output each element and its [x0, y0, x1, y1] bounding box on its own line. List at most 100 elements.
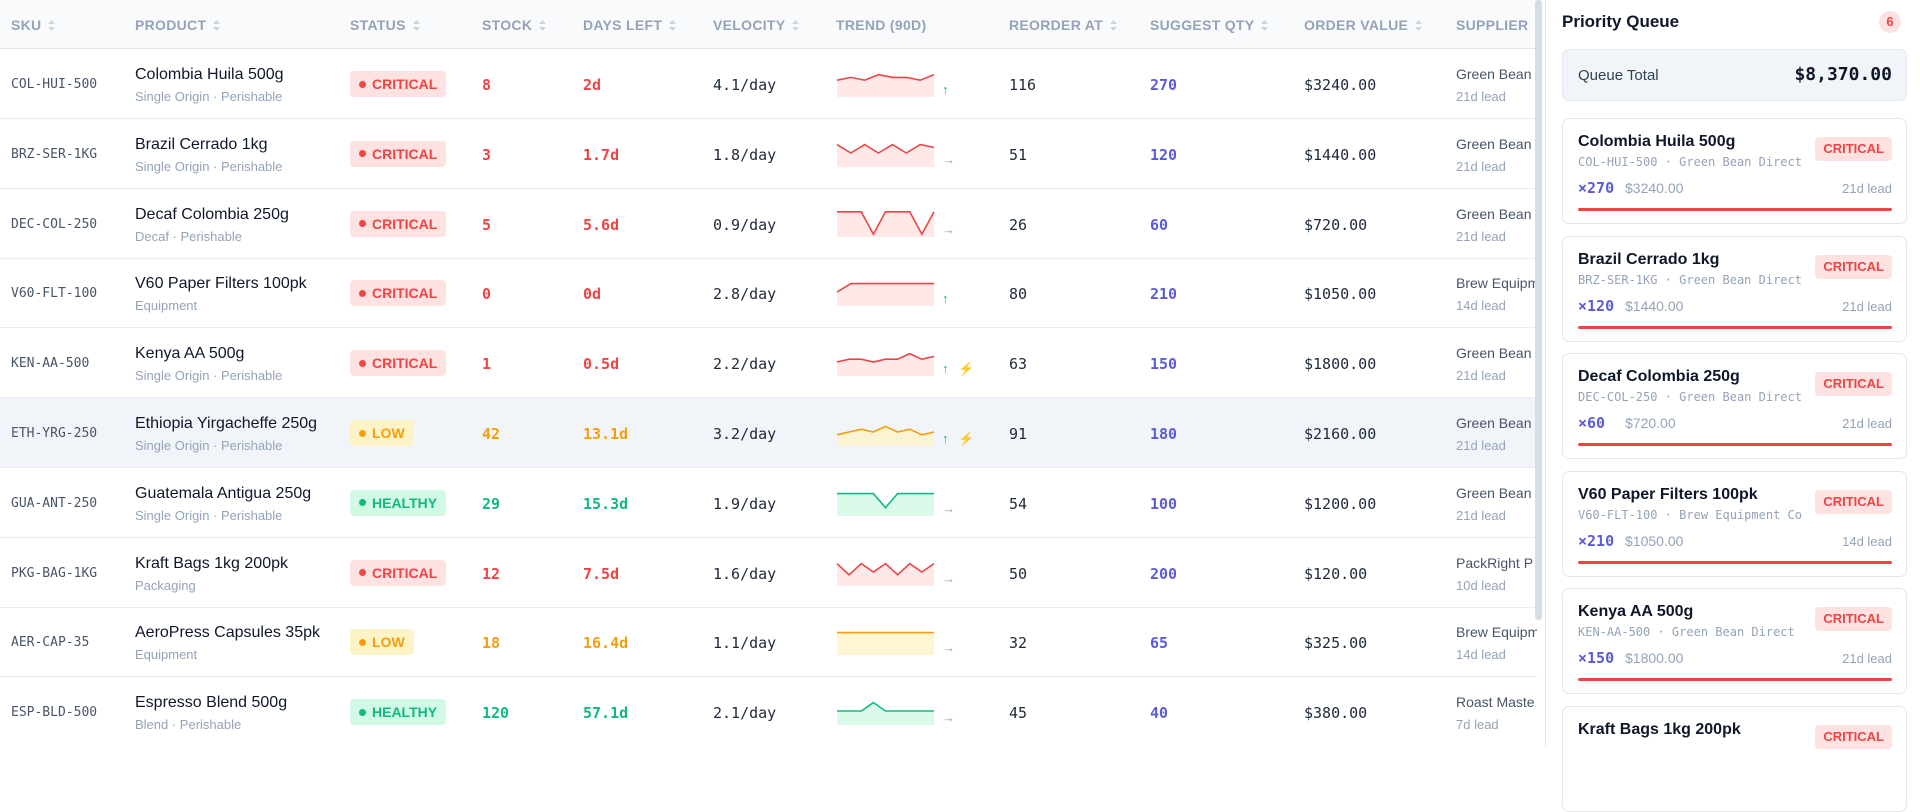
column-header[interactable]: SUGGEST QTY — [1150, 17, 1269, 33]
reorder-at: 32 — [1009, 634, 1028, 653]
card-lead: 21d lead — [1842, 651, 1892, 666]
column-header[interactable]: VELOCITY — [713, 17, 800, 33]
sparkline-area — [837, 211, 934, 237]
queue-card[interactable]: V60 Paper Filters 100pk CRITICAL V60-FLT-1… — [1562, 470, 1907, 577]
sort-up — [539, 19, 547, 24]
sort-up — [213, 19, 221, 24]
status-pill: CRITICAL — [350, 71, 447, 97]
product-name: Colombia Huila 500g — [135, 66, 284, 83]
status-text: LOW — [372, 425, 405, 441]
card-value: $1050.00 — [1625, 532, 1684, 549]
reorder-at: 80 — [1009, 285, 1028, 304]
queue-card[interactable]: Decaf Colombia 250g CRITICAL DEC-COL-250 ·… — [1562, 353, 1907, 459]
status-pill: CRITICAL — [350, 210, 447, 237]
order-value: $380.00 — [1304, 704, 1368, 723]
table-row[interactable]: KEN-AA-500 Kenya AA 500g Single Origin · P… — [0, 328, 1537, 399]
sort-icon — [669, 19, 677, 31]
table-row[interactable]: AER-CAP-35 AeroPress Capsules 35pk Equipme… — [0, 607, 1537, 678]
column-header[interactable]: PRODUCT — [135, 17, 221, 33]
column-header: TREND (90D) — [836, 17, 926, 33]
product-name: Decaf Colombia 250g — [135, 205, 289, 223]
table-row[interactable]: ESP-BLD-500 Espresso Blend 500g Blend · Pe… — [0, 677, 1537, 746]
table-row[interactable]: BRZ-SER-1KG Brazil Cerrado 1kg Single Orig… — [0, 119, 1537, 189]
sku: AER-CAP-35 — [11, 635, 90, 651]
suggest-qty: 40 — [1150, 704, 1169, 723]
product-name: Ethiopia Yirgacheffe 250g — [135, 415, 318, 432]
trend-icon: ⚡ — [958, 431, 975, 446]
card-qty: ×120 — [1578, 296, 1615, 315]
status-text: LOW — [372, 634, 405, 651]
total-label: Queue Total — [1578, 67, 1659, 84]
suggest-qty: 210 — [1150, 285, 1178, 304]
column-header[interactable]: ORDER VALUE — [1304, 17, 1423, 33]
column-header[interactable]: SKU — [11, 17, 56, 33]
column-label: SUGGEST QTY — [1150, 17, 1255, 33]
suggest-qty: 270 — [1150, 76, 1178, 94]
sku: COL-HUI-500 — [11, 77, 98, 92]
sparkline-line — [837, 701, 934, 712]
sku: V60-FLT-100 — [11, 286, 98, 302]
days-left: 13.1d — [583, 425, 629, 443]
scrollbar[interactable] — [1535, 0, 1542, 620]
table-row[interactable]: GUA-ANT-250 Guatemala Antigua 250g Single … — [0, 468, 1537, 538]
queue-card[interactable]: Kraft Bags 1kg 200pk CRITICAL — [1562, 705, 1907, 812]
reorder-at: 54 — [1009, 494, 1028, 513]
product-meta: Equipment — [135, 298, 198, 314]
status-dot — [359, 150, 366, 158]
card-value: $720.00 — [1625, 415, 1676, 431]
card-lead: 21d lead — [1842, 416, 1892, 431]
reorder-at: 63 — [1009, 355, 1028, 374]
velocity: 1.6/day — [713, 564, 777, 583]
sort-icon — [213, 19, 221, 31]
table-row[interactable]: COL-HUI-500 Colombia Huila 500g Single Ori… — [0, 49, 1537, 119]
velocity: 4.1/day — [713, 76, 777, 94]
card-lead: 21d lead — [1842, 298, 1892, 314]
table-row[interactable]: ETH-YRG-250 Ethiopia Yirgacheffe 250g Sing… — [0, 398, 1537, 468]
queue-card[interactable]: Brazil Cerrado 1kg CRITICAL BRZ-SER-1KG · … — [1562, 235, 1907, 342]
sort-up — [412, 19, 420, 24]
days-left: 0.5d — [583, 355, 620, 374]
card-qty: ×270 — [1578, 179, 1615, 197]
velocity: 2.2/day — [713, 355, 777, 374]
supplier: Roast Maste — [1456, 694, 1535, 711]
status-dot — [359, 708, 366, 716]
product-meta: Single Origin · Perishable — [135, 368, 283, 384]
suggest-qty: 65 — [1150, 634, 1169, 653]
suggest-qty: 200 — [1150, 564, 1178, 583]
card-value: $3240.00 — [1625, 180, 1684, 196]
product-name: Kraft Bags 1kg 200pk — [135, 554, 288, 572]
sparkline — [837, 210, 935, 237]
queue-card[interactable]: Colombia Huila 500g CRITICAL COL-HUI-500 ·… — [1562, 118, 1907, 224]
column-header[interactable]: STOCK — [482, 17, 547, 33]
table-row[interactable]: PKG-BAG-1KG Kraft Bags 1kg 200pk Packaging… — [0, 538, 1537, 608]
sort-up — [792, 19, 800, 24]
queue-count: 6 — [1879, 11, 1901, 33]
sort-icon — [539, 19, 547, 31]
velocity: 2.8/day — [713, 285, 777, 304]
queue-card[interactable]: Kenya AA 500g CRITICAL KEN-AA-500 · Green … — [1562, 588, 1907, 694]
table-row[interactable]: DEC-COL-250 Decaf Colombia 250g Decaf · Pe… — [0, 189, 1537, 259]
suggest-qty: 60 — [1150, 215, 1169, 234]
product-meta: Single Origin · Perishable — [135, 89, 283, 104]
sparkline — [836, 73, 935, 97]
column-header[interactable]: REORDER AT — [1009, 17, 1117, 33]
trend-icon: → — [942, 500, 955, 516]
days-left: 5.6d — [583, 215, 620, 234]
column-label: STATUS — [350, 17, 406, 33]
column-header[interactable]: STATUS — [350, 17, 420, 33]
product-meta: Blend · Perishable — [135, 717, 242, 733]
product-meta: Packaging — [135, 577, 196, 593]
sort-icon — [1415, 19, 1423, 31]
velocity: 1.1/day — [713, 634, 777, 653]
supplier: Brew Equipment Co — [1456, 624, 1537, 641]
product-name: Espresso Blend 500g — [135, 694, 288, 712]
table-row[interactable]: V60-FLT-100 V60 Paper Filters 100pk Equipm… — [0, 258, 1537, 329]
column-label: SUPPLIER — [1456, 17, 1529, 33]
sort-down — [792, 26, 800, 31]
card-value: $1800.00 — [1625, 650, 1684, 666]
sparkline-area — [837, 353, 934, 377]
table-header: SKU PRODUCT STATUS STOCK DAYS LEFT VELOCITY TR… — [0, 0, 1537, 49]
lead-time: 21d lead — [1456, 368, 1506, 384]
column-header[interactable]: DAYS LEFT — [583, 17, 677, 33]
order-value: $3240.00 — [1304, 76, 1377, 94]
